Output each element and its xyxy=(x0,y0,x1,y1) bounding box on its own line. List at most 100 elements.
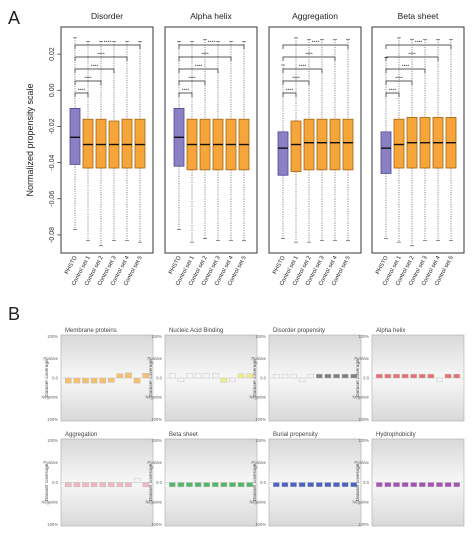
box-3 xyxy=(316,39,328,241)
axis-negative-label: Negative xyxy=(41,395,58,400)
coverage-bar xyxy=(186,482,193,488)
coverage-bar xyxy=(108,377,115,383)
y-tick-label: 0.02 xyxy=(49,47,56,61)
coverage-facet-5: Beta sheet 100% Positive 0.0 Negative 100% Dat… xyxy=(145,432,258,527)
box-4 xyxy=(432,39,444,241)
axis-title: Dataset coverage xyxy=(355,463,361,501)
significance-stars: **** xyxy=(208,40,216,46)
box-1 xyxy=(393,37,405,243)
coverage-bar xyxy=(281,482,289,488)
box-2 xyxy=(303,39,315,243)
axis-bottom-label: 100% xyxy=(255,522,266,527)
axis-top-label: 100% xyxy=(358,438,369,443)
coverage-bar xyxy=(419,373,426,379)
box-2 xyxy=(199,39,211,239)
coverage-bar xyxy=(237,373,245,379)
facet-2: Aggregation********************PHSTOCont… xyxy=(268,11,362,287)
significance-stars: **** xyxy=(415,40,423,46)
coverage-bar xyxy=(316,482,323,488)
coverage-bar xyxy=(333,482,340,488)
significance-stars: **** xyxy=(395,76,403,82)
coverage-bar xyxy=(427,373,435,379)
box-5 xyxy=(342,39,354,241)
facet-title: Disorder propensity xyxy=(273,328,325,334)
coverage-bar xyxy=(290,373,297,379)
axis-zero-label: 0.0 xyxy=(52,376,58,381)
coverage-bar xyxy=(133,377,141,384)
coverage-bar xyxy=(350,373,357,379)
coverage-facet-6: Burial propensity 100% Positive 0.0 Negative… xyxy=(249,432,362,527)
box-3 xyxy=(108,41,120,241)
facet-title: Nucleic Acid Binding xyxy=(169,328,223,334)
coverage-bar xyxy=(341,373,349,379)
axis-positive-label: Positive xyxy=(43,460,58,465)
box-5 xyxy=(445,39,457,241)
axis-negative-label: Negative xyxy=(145,499,162,504)
coverage-bar xyxy=(73,377,81,384)
coverage-bar xyxy=(384,482,392,488)
coverage-bar xyxy=(212,373,219,379)
coverage-facet-3: Alpha helix 100% Positive 0.0 Negative 100% Da… xyxy=(352,328,465,422)
coverage-bar xyxy=(453,482,460,488)
coverage-bar xyxy=(298,482,306,488)
coverage-bar xyxy=(419,482,426,488)
coverage-bar xyxy=(393,482,400,488)
coverage-bar xyxy=(90,377,98,384)
axis-positive-label: Positive xyxy=(251,460,266,465)
coverage-bar xyxy=(401,373,409,379)
coverage-bar xyxy=(82,377,89,384)
coverage-bar xyxy=(186,373,193,379)
box-0 xyxy=(173,41,185,230)
significance-stars: **** xyxy=(312,40,320,46)
box-1 xyxy=(290,37,302,243)
coverage-bar xyxy=(90,482,98,488)
axis-top-label: 100% xyxy=(47,334,58,339)
axis-title: Dataset coverage xyxy=(252,463,258,501)
facet-title: Hydrophobicity xyxy=(376,432,416,438)
y-tick-label: -0.06 xyxy=(49,191,56,207)
box-2 xyxy=(95,41,107,247)
axis-bottom-label: 100% xyxy=(47,417,58,422)
axis-zero-label: 0.0 xyxy=(363,480,369,485)
coverage-bar xyxy=(324,373,332,379)
axis-title: Dataset coverage xyxy=(44,359,50,397)
facet-title: Beta sheet xyxy=(398,11,439,21)
coverage-bar xyxy=(384,373,392,379)
box-0 xyxy=(380,57,392,239)
coverage-bar xyxy=(350,482,357,488)
significance-stars: **** xyxy=(182,88,190,94)
axis-negative-label: Negative xyxy=(41,499,58,504)
coverage-bar xyxy=(376,482,383,488)
significance-stars: **** xyxy=(91,64,99,70)
axis-positive-label: Positive xyxy=(43,356,58,361)
coverage-bar xyxy=(220,482,228,488)
box-4 xyxy=(329,39,341,241)
coverage-bar xyxy=(427,482,435,488)
coverage-bar xyxy=(229,482,236,488)
significance-stars: **** xyxy=(292,76,300,82)
coverage-bar xyxy=(237,482,245,488)
box-iqr xyxy=(316,118,328,171)
axis-bottom-label: 100% xyxy=(255,417,266,422)
coverage-bar xyxy=(324,482,332,488)
axis-top-label: 100% xyxy=(151,438,162,443)
axis-zero-label: 0.0 xyxy=(260,376,266,381)
y-tick-label: -0.08 xyxy=(49,227,56,243)
axis-positive-label: Positive xyxy=(354,460,369,465)
coverage-bar xyxy=(142,482,149,488)
facet-title: Alpha helix xyxy=(376,328,405,334)
facet-title: Burial propensity xyxy=(273,432,318,438)
coverage-bar xyxy=(401,482,409,488)
coverage-bar xyxy=(410,482,417,488)
facet-title: Aggregation xyxy=(292,11,338,21)
significance-bracket: **** xyxy=(385,88,400,97)
coverage-bar xyxy=(65,377,72,384)
facet-3: Beta sheet********************PHSTOContr… xyxy=(371,11,465,287)
coverage-bar xyxy=(376,373,383,379)
coverage-bar xyxy=(246,482,253,488)
axis-positive-label: Positive xyxy=(354,356,369,361)
coverage-facet-1: Nucleic Acid Binding 100% Positive 0.0 Negat… xyxy=(145,328,258,422)
coverage-bar xyxy=(220,377,228,383)
axis-zero-label: 0.0 xyxy=(156,376,162,381)
axis-positive-label: Positive xyxy=(147,460,162,465)
